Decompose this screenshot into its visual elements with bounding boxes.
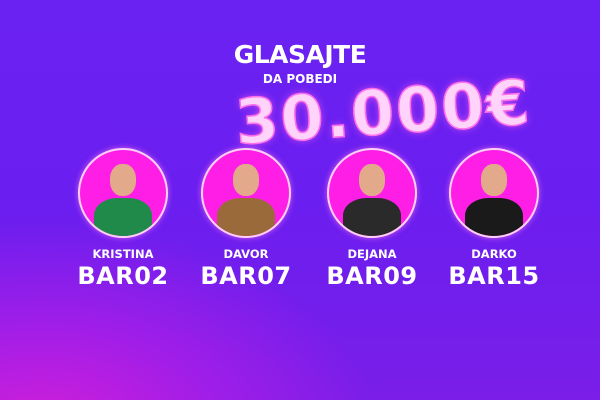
avatar [78,148,168,238]
subtitle: DA POBEDI [262,72,338,86]
candidate-card[interactable]: KRISTINA BAR02 [63,148,183,290]
candidate-card[interactable]: DAVOR BAR07 [186,148,306,290]
candidate-card[interactable]: DEJANA BAR09 [312,148,432,290]
candidate-name: DEJANA [347,247,397,261]
candidate-code: BAR09 [326,262,418,290]
candidate-name: DAVOR [223,247,269,261]
avatar [449,148,539,238]
candidate-name: KRISTINA [92,247,154,261]
candidate-code: BAR15 [448,262,540,290]
candidate-name: DARKO [471,247,517,261]
candidate-code: BAR07 [200,262,292,290]
avatar [201,148,291,238]
candidate-code: BAR02 [77,262,169,290]
avatar [327,148,417,238]
title: GLASAJTE [233,40,367,69]
candidate-card[interactable]: DARKO BAR15 [434,148,554,290]
